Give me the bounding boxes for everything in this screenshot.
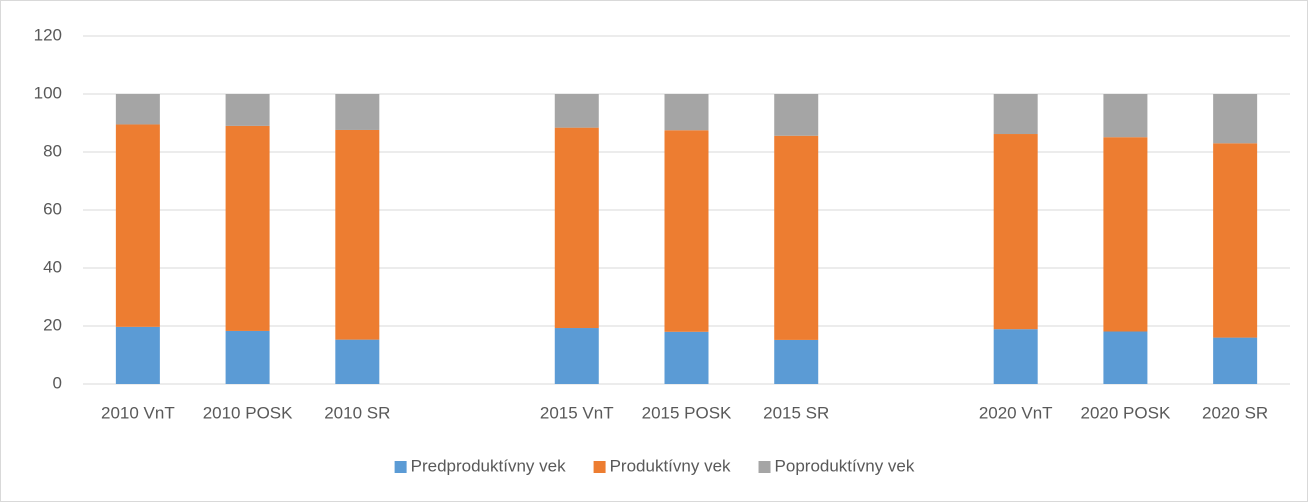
bar-segment: [554, 328, 599, 384]
bar-segment: [225, 330, 270, 384]
x-tick-label: 2020 VnT: [979, 403, 1053, 422]
y-tick-label: 0: [53, 373, 62, 392]
x-tick-label: 2015 SR: [763, 403, 829, 422]
legend-swatch: [593, 461, 606, 473]
bar-segment: [774, 94, 819, 136]
x-tick-label: 2015 POSK: [642, 403, 732, 422]
bar-segment: [664, 94, 709, 131]
y-tick-label: 100: [34, 83, 62, 102]
bar-segment: [225, 94, 270, 126]
legend-label: Poproduktívny vek: [775, 456, 915, 475]
bar-segment: [1213, 94, 1258, 144]
bar-segment: [993, 134, 1038, 330]
bar-segment: [993, 94, 1038, 135]
bar-segment: [1213, 143, 1258, 338]
x-tick-label: 2010 POSK: [203, 403, 293, 422]
bar-segment: [115, 326, 160, 384]
bar-segment: [774, 135, 819, 340]
bar-segment: [335, 339, 380, 384]
x-tick-label: 2015 VnT: [540, 403, 614, 422]
y-tick-label: 60: [43, 199, 62, 218]
bar-segment: [664, 331, 709, 384]
legend-swatch: [394, 461, 407, 473]
bar-segment: [335, 129, 380, 340]
bar-segment: [115, 94, 160, 125]
bar-segment: [554, 94, 599, 128]
y-tick-label: 20: [43, 315, 62, 334]
x-tick-label: 2010 VnT: [101, 403, 175, 422]
bar-segment: [664, 130, 709, 332]
legend-label: Produktívny vek: [610, 456, 731, 475]
bar-segment: [115, 124, 160, 327]
bar-segment: [1103, 94, 1148, 138]
x-tick-label: 2020 POSK: [1081, 403, 1171, 422]
x-tick-label: 2020 SR: [1202, 403, 1268, 422]
bar-segment: [993, 329, 1038, 384]
bar-segment: [774, 339, 819, 384]
bar-segment: [554, 127, 599, 329]
y-tick-label: 40: [43, 257, 62, 276]
bar-segment: [225, 125, 270, 331]
x-tick-label: 2010 SR: [324, 403, 390, 422]
bar-segment: [1103, 137, 1148, 332]
y-tick-label: 80: [43, 141, 62, 160]
y-tick-label: 120: [34, 25, 62, 44]
legend-swatch: [758, 461, 771, 473]
legend-label: Predproduktívny vek: [411, 456, 566, 475]
bar-segment: [1103, 331, 1148, 384]
bar-segment: [1213, 337, 1258, 384]
bar-segment: [335, 94, 380, 130]
